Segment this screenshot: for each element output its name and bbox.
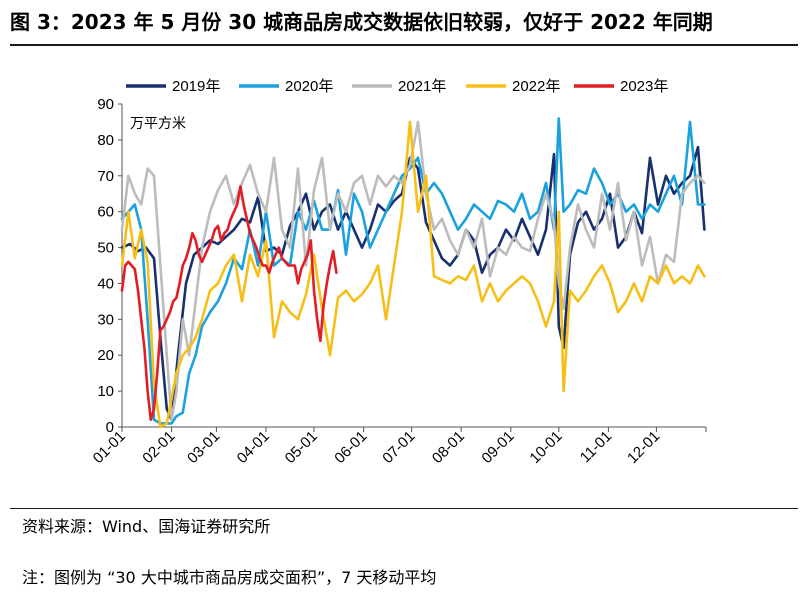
legend-label: 2020年 xyxy=(285,78,333,95)
legend-note: 注：图例为 “30 大中城市商品房成交面积”，7 天移动平均 xyxy=(22,568,437,587)
x-axis: 01-01 02-01 03-01 04-01 05-01 06-01 07-01 08-01… xyxy=(90,426,707,467)
x-tick-label: 07-01 xyxy=(379,428,418,467)
figure-title: 图 3：2023 年 5 月份 30 城商品房成交数据依旧较弱，仅好于 2022… xyxy=(10,10,713,34)
x-tick-label: 12-01 xyxy=(624,428,663,467)
x-tick-label: 03-01 xyxy=(184,428,223,467)
y-tick-label: 0 xyxy=(106,419,114,436)
chart-legend: 2019年 2020年 2021年 2022年 2023年 xyxy=(126,78,668,95)
legend-item-2019: 2019年 xyxy=(126,78,220,95)
x-tick-label: 10-01 xyxy=(526,428,565,467)
legend-item-2023: 2023年 xyxy=(574,78,668,95)
legend-item-2022: 2022年 xyxy=(466,78,560,95)
series-line-2023 xyxy=(120,185,338,422)
y-tick-label: 50 xyxy=(97,240,114,257)
x-tick-label: 11-01 xyxy=(577,428,615,466)
y-tick-label: 80 xyxy=(97,132,114,149)
legend-label: 2021年 xyxy=(398,78,446,95)
x-tick-label: 02-01 xyxy=(139,428,178,467)
x-tick-label: 04-01 xyxy=(234,428,273,467)
y-tick-label: 60 xyxy=(97,204,114,221)
source-note: 资料来源：Wind、国海证券研究所 xyxy=(22,517,271,536)
x-tick-label: 08-01 xyxy=(429,428,468,467)
x-tick-label: 09-01 xyxy=(478,428,517,467)
footer-divider xyxy=(10,508,798,509)
legend-item-2020: 2020年 xyxy=(239,78,333,95)
x-tick-label: 05-01 xyxy=(282,428,321,467)
legend-label: 2022年 xyxy=(512,78,560,95)
legend-label: 2019年 xyxy=(172,78,220,95)
x-tick-label: 06-01 xyxy=(331,428,370,467)
legend-item-2021: 2021年 xyxy=(352,78,446,95)
line-chart: 2019年 2020年 2021年 2022年 2023年 万平方米 0 10 20 30 40… xyxy=(90,78,707,467)
y-tick-label: 20 xyxy=(97,347,114,364)
y-tick-label: 10 xyxy=(97,383,114,400)
series-line-2022 xyxy=(120,120,706,429)
series-lines xyxy=(120,117,706,429)
y-tick-label: 90 xyxy=(97,96,114,113)
y-axis-unit-label: 万平方米 xyxy=(130,115,186,131)
title-divider xyxy=(10,44,798,46)
y-tick-label: 40 xyxy=(97,275,114,292)
y-axis: 0 10 20 30 40 50 60 70 80 90 xyxy=(97,96,123,436)
y-tick-label: 30 xyxy=(97,311,114,328)
y-tick-label: 70 xyxy=(97,168,114,185)
legend-label: 2023年 xyxy=(620,78,668,95)
